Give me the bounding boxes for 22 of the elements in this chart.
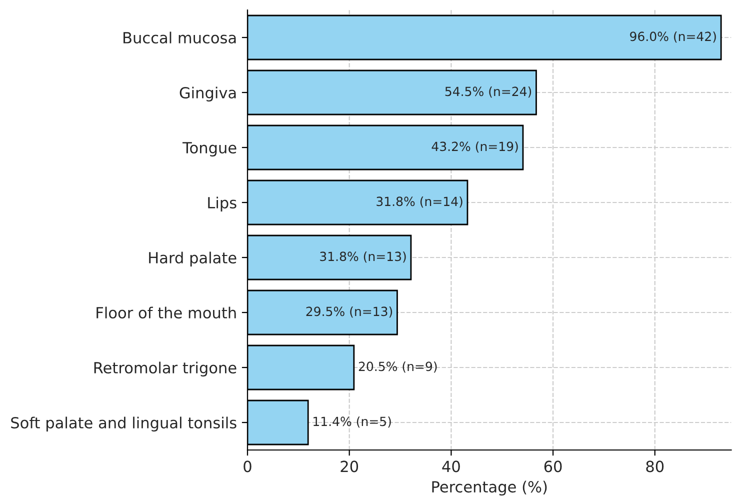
- y-tick-label: Gingiva: [180, 86, 236, 102]
- y-tick-label: Buccal mucosa: [124, 32, 236, 44]
- y-tick-label: Tongue: [182, 142, 236, 156]
- annotation: 31.8% (n=14): [376, 196, 462, 208]
- annotation: 29.5% (n=13): [306, 306, 392, 318]
- y-tick-label: Hard palate: [149, 252, 236, 266]
- x-tick-label: 80: [646, 460, 664, 472]
- y-tick-label: Retromolar trigone: [94, 362, 236, 376]
- y-tick-label: Lips: [208, 196, 236, 212]
- x-axis-title: Percentage (%): [432, 480, 547, 496]
- annotation: 54.5% (n=24): [445, 86, 532, 98]
- x-tick-label: 40: [442, 460, 460, 472]
- annotation: 31.8% (n=13): [320, 251, 406, 263]
- x-tick-label: 20: [340, 460, 358, 472]
- x-tick-label: 60: [544, 460, 562, 472]
- annotation: 96.0% (n=42): [630, 31, 716, 43]
- y-tick-label: Floor of the mouth: [96, 306, 236, 319]
- y-tick-label: Soft palate and lingual tonsils: [11, 416, 236, 432]
- annotation: 11.4% (n=5): [314, 416, 391, 428]
- x-tick-label: 0: [244, 460, 252, 472]
- annotation: 20.5% (n=9): [358, 361, 437, 373]
- annotation: 43.2% (n=19): [432, 141, 518, 153]
